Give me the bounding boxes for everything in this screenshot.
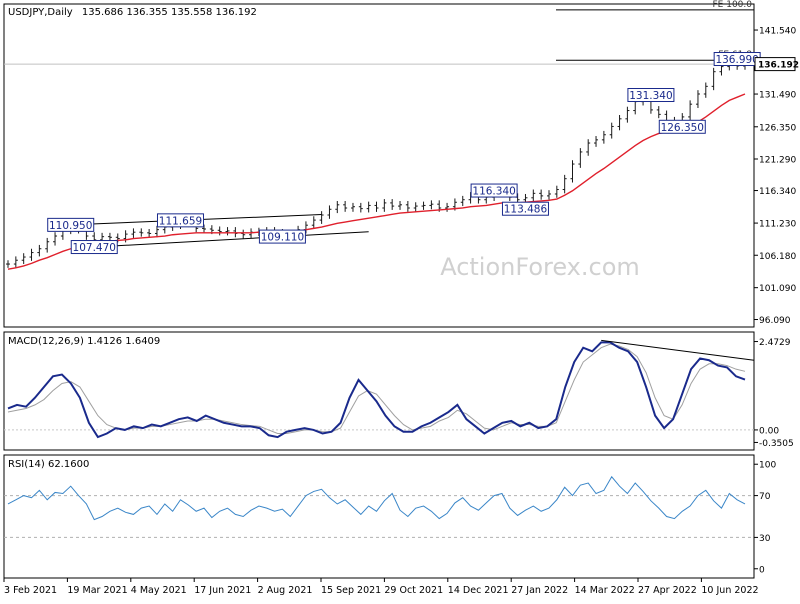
date-tick-label: 14 Mar 2022 xyxy=(575,585,635,596)
price-annotation: 110.950 xyxy=(47,217,95,232)
annotation-box xyxy=(627,88,675,103)
price-panel xyxy=(3,3,755,328)
annotation-text: 136.990 xyxy=(715,54,758,66)
current-price-label: 136.192 xyxy=(758,61,799,71)
price-annotation: 131.340 xyxy=(627,88,675,103)
rsi-tick-label: 0 xyxy=(759,565,765,575)
price-tick-label: 96.090 xyxy=(759,316,791,326)
date-tick-label: 15 Sep 2021 xyxy=(321,585,381,596)
date-tick-label: 10 Jun 2022 xyxy=(701,585,758,596)
trend-line xyxy=(94,231,369,248)
price-annotation: 126.350 xyxy=(658,119,706,134)
price-annotation: 109.110 xyxy=(258,229,306,244)
price-tick-label: 111.230 xyxy=(759,220,796,230)
macd-tick-label: -0.3505 xyxy=(759,439,794,449)
rsi-title: RSI(14) 62.1600 xyxy=(8,459,89,470)
annotation-box xyxy=(258,229,306,244)
macd-line xyxy=(7,341,746,439)
price-annotation: 116.340 xyxy=(470,183,518,198)
moving-average-line xyxy=(7,93,746,270)
macd-tick-label: 0.00 xyxy=(759,426,779,436)
price-layer: FE 100.0FE 61.8110.950107.470111.659109.… xyxy=(4,0,761,270)
annotation-box xyxy=(470,183,518,198)
macd-signal-line xyxy=(7,343,746,434)
annotation-box xyxy=(658,119,706,134)
price-annotation: 136.990 xyxy=(713,52,761,66)
date-tick-label: 14 Dec 2021 xyxy=(448,585,509,596)
date-tick-label: 27 Apr 2022 xyxy=(638,585,697,596)
fib-label: FE 100.0 xyxy=(713,0,753,10)
annotation-text: 107.470 xyxy=(73,242,116,254)
price-tick-label: 126.350 xyxy=(759,123,796,133)
annotation-box xyxy=(70,240,118,255)
annotation-text: 109.110 xyxy=(261,232,304,244)
axis-layer: 141.540 131.490 126.350 121.290 116.340 111.2… xyxy=(3,27,799,596)
macd-title: MACD(12,26,9) 1.4126 1.6409 xyxy=(8,336,160,347)
annotation-text: 110.950 xyxy=(49,220,92,232)
rsi-tick-label: 100 xyxy=(759,461,776,471)
annotation-text: 116.340 xyxy=(472,186,515,198)
price-annotation: 107.470 xyxy=(70,240,118,255)
date-tick-label: 27 Jan 2022 xyxy=(511,585,568,596)
price-tick-label: 141.540 xyxy=(759,27,796,37)
annotation-text: 131.340 xyxy=(629,90,672,102)
macd-layer xyxy=(4,339,755,439)
price-tick-label: 131.490 xyxy=(759,91,796,101)
annotation-text: 113.486 xyxy=(504,204,548,216)
date-tick-label: 17 Jun 2021 xyxy=(194,585,251,596)
annotation-box xyxy=(501,201,549,216)
symbol-title: USDJPY,Daily 135.686 136.355 135.558 136… xyxy=(8,7,257,18)
price-tick-label: 101.090 xyxy=(759,284,796,294)
rsi-layer xyxy=(4,475,754,538)
annotation-box xyxy=(47,217,95,232)
annotation-text: 111.659 xyxy=(159,215,202,227)
macd-trend-line xyxy=(601,339,755,361)
date-tick-label: 29 Oct 2021 xyxy=(384,585,443,596)
ohlc-values: 135.686 136.355 135.558 136.192 xyxy=(82,7,257,18)
date-tick-label: 3 Feb 2021 xyxy=(4,585,57,596)
current-price-box xyxy=(754,57,796,72)
macd-tick-label: 2.4729 xyxy=(759,338,791,348)
date-tick-label: 2 Aug 2021 xyxy=(258,585,313,596)
annotation-text: 126.350 xyxy=(661,122,704,134)
rsi-panel xyxy=(3,454,755,579)
annotation-box xyxy=(156,213,204,228)
watermark: ActionForex.com xyxy=(440,253,640,281)
price-tick-label: 121.290 xyxy=(759,156,796,166)
macd-panel xyxy=(3,331,755,451)
rsi-tick-label: 70 xyxy=(759,492,771,502)
symbol-label: USDJPY,Daily xyxy=(8,7,73,18)
rsi-tick-label: 30 xyxy=(759,534,771,544)
price-tick-label: 116.340 xyxy=(759,187,796,197)
date-tick-label: 4 May 2021 xyxy=(131,585,187,596)
price-annotation: 111.659 xyxy=(156,213,204,228)
price-tick-label: 106.180 xyxy=(759,252,796,262)
date-tick-label: 19 Mar 2021 xyxy=(67,585,127,596)
price-annotation: 113.486 xyxy=(501,201,549,216)
rsi-line xyxy=(7,475,746,521)
